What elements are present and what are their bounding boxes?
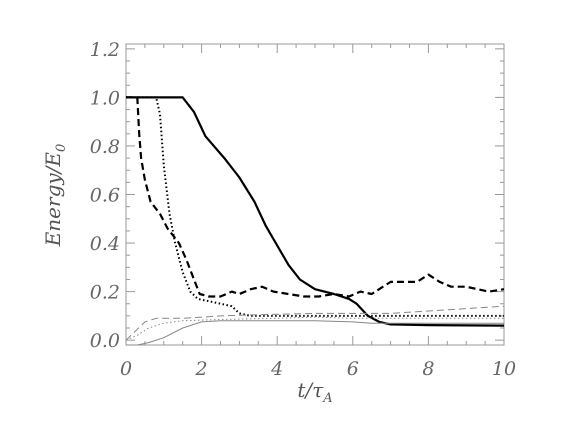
data-lines [125, 96, 505, 346]
x-tick-label: 6 [347, 358, 359, 380]
plot-frame [125, 43, 505, 346]
series-line-3-dotted-thick [126, 96, 504, 317]
y-tick-label: 0.6 [90, 185, 120, 207]
x-axis-label: t/τA [297, 378, 332, 406]
y-tick-label: 0.2 [90, 282, 120, 304]
y-tick-label: 0.4 [90, 233, 120, 255]
y-tick-label: 0.8 [90, 136, 120, 158]
series-line-6-solid-thin [126, 320, 504, 346]
y-axis-label: Energy/E0 [41, 144, 69, 248]
y-tick-label: 1.2 [90, 39, 120, 61]
y-tick-label: 1.0 [90, 87, 120, 109]
x-tick-label: 4 [270, 358, 283, 380]
series-line-2-dashed-thick [126, 96, 505, 298]
series-line-1-solid-thick [126, 96, 505, 327]
x-tick-label: 8 [422, 358, 434, 380]
series-line-4-dashed-thin [125, 305, 505, 341]
x-tick-label: 2 [195, 358, 208, 380]
y-tick-label: 0.0 [90, 330, 120, 352]
axis-ticks [125, 44, 505, 345]
x-tick-label: 10 [492, 358, 516, 380]
tick-labels: 0 2 4 6 8 10 0.0 0.2 0.4 0.6 0.8 1.0 1.2 [90, 39, 516, 380]
x-tick-label: 0 [120, 358, 132, 380]
